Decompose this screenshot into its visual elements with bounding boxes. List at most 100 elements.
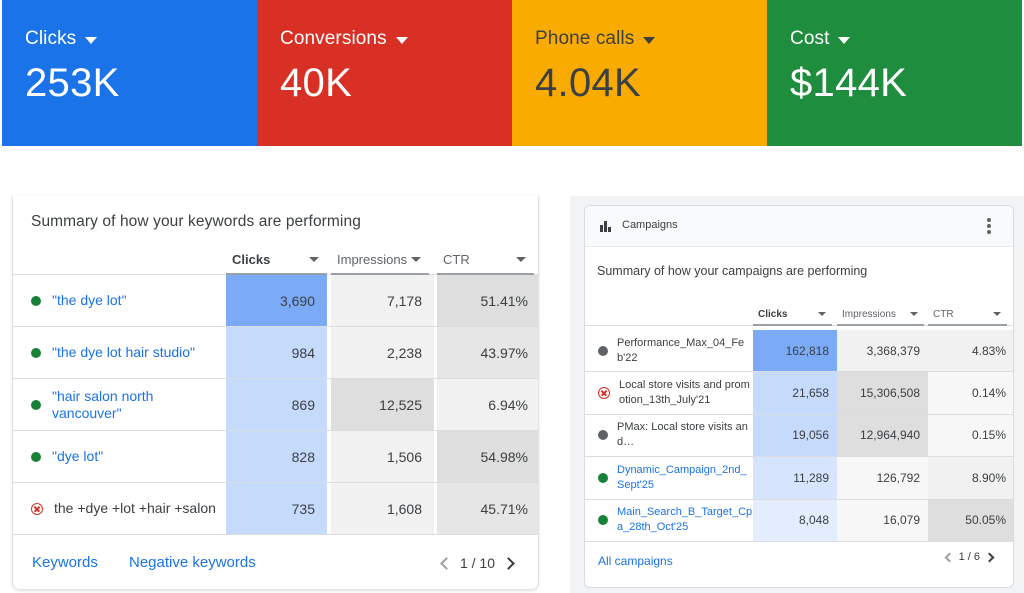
keyword-row[interactable]: "dye lot" 828 1,506 54.98% — [13, 431, 538, 483]
removed-icon — [598, 387, 610, 400]
column-label: Impressions — [337, 252, 408, 267]
campaign-row[interactable]: Main_Search_B_Target_Cpa_28th_Oct'25 8,04… — [585, 499, 1013, 542]
scorecard-cost[interactable]: Cost $144K — [767, 0, 1022, 146]
campaign-row[interactable]: Local store visits and promotion_13th_Ju… — [585, 372, 1013, 415]
keywords-link[interactable]: Keywords — [32, 554, 98, 571]
campaigns-card-title: Summary of how your campaigns are perfor… — [597, 264, 868, 278]
impressions-cell: 16,079 — [837, 499, 928, 541]
impressions-cell: 15,306,508 — [837, 372, 928, 414]
impressions-cell: 1,608 — [331, 483, 434, 534]
column-header-ctr[interactable]: CTR — [437, 246, 534, 275]
clicks-cell: 162,818 — [753, 330, 837, 372]
ctr-cell: 45.71% — [437, 483, 538, 534]
campaign-row[interactable]: Performance_Max_04_Feb'22 162,818 3,368,37… — [585, 330, 1013, 373]
impressions-cell: 1,506 — [331, 431, 434, 482]
keyword-row[interactable]: the +dye +lot +hair +salon 735 1,608 45.71% — [13, 483, 538, 535]
column-header-impressions[interactable]: Impressions — [837, 304, 924, 326]
name-cell: Dynamic_Campaign_2nd_Sept'25 — [585, 457, 753, 498]
campaigns-card-label: Campaigns — [622, 219, 678, 231]
campaign-name[interactable]: Dynamic_Campaign_2nd_Sept'25 — [617, 463, 747, 491]
keyword-text[interactable]: the +dye +lot +hair +salon — [54, 500, 216, 516]
scorecard-conversions[interactable]: Conversions 40K — [257, 0, 512, 146]
metric-label: Clicks — [25, 28, 77, 49]
column-label: Clicks — [758, 308, 788, 320]
caret-down-icon[interactable] — [993, 312, 1001, 316]
metric-selector[interactable]: Cost — [790, 26, 1022, 52]
negative-keywords-link[interactable]: Negative keywords — [129, 554, 256, 571]
all-campaigns-link[interactable]: All campaigns — [598, 554, 673, 568]
keywords-card-title: Summary of how your keywords are perform… — [31, 213, 361, 230]
keywords-card-footer: Keywords Negative keywords 1 / 10 — [13, 536, 538, 589]
clicks-cell: 984 — [226, 327, 327, 378]
campaign-name[interactable]: Performance_Max_04_Feb'22 — [617, 336, 745, 364]
column-header-impressions[interactable]: Impressions — [331, 246, 429, 275]
keyword-row[interactable]: "hair salon north vancouver" 869 12,525 6.9… — [13, 379, 538, 431]
campaign-row[interactable]: Dynamic_Campaign_2nd_Sept'25 11,289 126,79… — [585, 457, 1013, 500]
campaign-name[interactable]: Main_Search_B_Target_Cpa_28th_Oct'25 — [617, 506, 753, 534]
status-dot-icon — [31, 399, 41, 410]
caret-down-icon[interactable] — [910, 312, 918, 316]
keyword-text[interactable]: "dye lot" — [52, 448, 104, 464]
page-indicator: 1 / 10 — [459, 555, 495, 571]
clicks-cell: 869 — [226, 379, 327, 430]
name-cell: "dye lot" — [13, 431, 226, 482]
campaigns-card-header: Campaigns — [585, 206, 1013, 247]
name-cell: "hair salon north vancouver" — [13, 379, 226, 430]
caret-down-icon[interactable] — [85, 36, 98, 44]
caret-down-icon[interactable] — [395, 36, 408, 44]
metric-selector[interactable]: Phone calls — [535, 26, 767, 52]
keyword-row[interactable]: "the dye lot" 3,690 7,178 51.41% — [13, 275, 538, 327]
clicks-cell: 735 — [226, 483, 327, 534]
clicks-cell: 3,690 — [226, 275, 327, 326]
caret-down-icon[interactable] — [309, 257, 319, 262]
metric-selector[interactable]: Clicks — [25, 26, 257, 52]
ctr-cell: 0.15% — [928, 414, 1013, 457]
metric-selector[interactable]: Conversions — [280, 26, 512, 52]
impressions-cell: 7,178 — [331, 275, 434, 326]
chevron-right-icon[interactable] — [984, 552, 995, 562]
column-label: CTR — [443, 252, 470, 267]
metric-label: Cost — [790, 28, 830, 49]
scorecard-phone-calls[interactable]: Phone calls 4.04K — [512, 0, 767, 146]
column-header-clicks[interactable]: Clicks — [226, 246, 327, 275]
caret-down-icon[interactable] — [838, 36, 851, 44]
caret-down-icon[interactable] — [516, 257, 526, 262]
impressions-cell: 2,238 — [331, 327, 434, 378]
status-dot-icon — [31, 451, 41, 462]
campaign-row[interactable]: PMax: Local store visits and… 19,056 12,96… — [585, 414, 1013, 458]
name-cell: Performance_Max_04_Feb'22 — [585, 330, 753, 371]
scorecard-clicks[interactable]: Clicks 253K — [2, 0, 257, 146]
keyword-text[interactable]: "the dye lot hair studio" — [52, 344, 196, 360]
keyword-row[interactable]: "the dye lot hair studio" 984 2,238 43.97% — [13, 327, 538, 379]
chevron-left-icon[interactable] — [944, 552, 955, 562]
column-label: Impressions — [842, 308, 896, 320]
status-dot-icon — [598, 472, 608, 483]
ctr-cell: 54.98% — [437, 431, 538, 482]
keyword-text[interactable]: "hair salon north vancouver" — [52, 387, 154, 421]
column-header-ctr[interactable]: CTR — [928, 304, 1007, 326]
caret-down-icon[interactable] — [411, 257, 421, 262]
clicks-cell: 11,289 — [753, 457, 837, 499]
metric-value: 253K — [25, 61, 120, 105]
clicks-cell: 19,056 — [753, 414, 837, 457]
column-label: CTR — [933, 308, 954, 320]
campaigns-table-header: Clicks Impressions CTR — [585, 304, 1013, 326]
removed-icon — [31, 502, 43, 515]
caret-down-icon[interactable] — [643, 36, 656, 44]
metric-label: Phone calls — [535, 28, 635, 49]
keywords-table-header: Clicks Impressions CTR — [13, 246, 538, 275]
chevron-left-icon[interactable] — [440, 556, 453, 570]
chevron-right-icon[interactable] — [502, 556, 515, 570]
name-cell: PMax: Local store visits and… — [585, 415, 753, 456]
keyword-text[interactable]: "the dye lot" — [52, 292, 127, 308]
metric-label: Conversions — [280, 28, 387, 49]
metric-value: 40K — [280, 61, 353, 105]
status-dot-icon — [598, 345, 608, 356]
campaign-name[interactable]: Local store visits and promotion_13th_Ju… — [619, 379, 750, 407]
status-dot-icon — [31, 295, 41, 306]
impressions-cell: 12,964,940 — [837, 414, 928, 457]
more-vert-icon[interactable] — [987, 218, 991, 234]
caret-down-icon[interactable] — [818, 312, 826, 316]
column-header-clicks[interactable]: Clicks — [753, 304, 832, 326]
campaign-name[interactable]: PMax: Local store visits and… — [617, 421, 748, 449]
